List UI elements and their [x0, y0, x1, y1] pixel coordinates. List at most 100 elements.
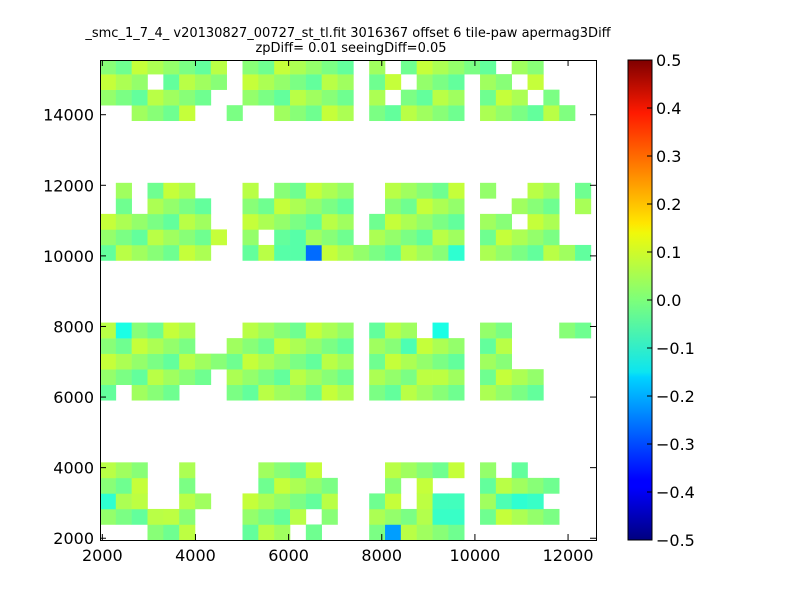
- heatmap-cell: [210, 60, 227, 75]
- heatmap-cell: [495, 338, 512, 354]
- heatmap-cell: [258, 508, 275, 525]
- heatmap-cell: [559, 244, 576, 261]
- heatmap-cell: [290, 462, 307, 479]
- heatmap-cell: [416, 508, 433, 525]
- heatmap-cell: [305, 182, 322, 199]
- heatmap-cell: [543, 89, 560, 106]
- x-tick-label: 4000: [175, 546, 216, 565]
- heatmap-cell: [163, 338, 180, 354]
- heatmap-cell: [448, 213, 465, 230]
- heatmap-cell: [480, 213, 497, 230]
- heatmap-cell: [400, 244, 417, 261]
- heatmap-cell: [163, 229, 180, 246]
- heatmap-cell: [543, 182, 560, 199]
- heatmap-cell: [321, 322, 338, 339]
- heatmap-cell: [290, 89, 307, 106]
- heatmap-cell: [448, 493, 465, 510]
- heatmap-cell: [274, 462, 291, 479]
- heatmap-cell: [385, 353, 402, 370]
- heatmap-cell: [400, 462, 417, 479]
- heatmap-cell: [495, 493, 512, 510]
- heatmap-cell: [100, 493, 117, 510]
- heatmap-cell: [226, 105, 243, 122]
- heatmap-cell: [131, 493, 148, 510]
- heatmap-cell: [416, 353, 433, 370]
- heatmap-cell: [147, 338, 164, 354]
- heatmap-cell: [274, 353, 291, 370]
- heatmap-cell: [400, 508, 417, 525]
- heatmap-cell: [290, 213, 307, 230]
- heatmap-cell: [242, 213, 259, 230]
- heatmap-cell: [163, 198, 180, 215]
- heatmap-cell: [131, 105, 148, 122]
- heatmap-cell: [147, 524, 164, 541]
- heatmap-cell: [432, 462, 449, 479]
- heatmap-cell: [448, 198, 465, 215]
- heatmap-cell: [321, 244, 338, 261]
- heatmap-cell: [543, 229, 560, 246]
- heatmap-cell: [115, 89, 132, 106]
- heatmap-cell: [369, 244, 386, 261]
- heatmap-cell: [305, 524, 322, 541]
- heatmap-cell: [242, 244, 259, 261]
- colorbar-tick-label: −0.4: [656, 483, 695, 502]
- heatmap-cell: [274, 322, 291, 339]
- heatmap-cell: [369, 74, 386, 90]
- heatmap-cell: [416, 198, 433, 215]
- heatmap-cell: [385, 182, 402, 199]
- heatmap-cell: [100, 462, 117, 479]
- x-axis: 2000 4000 6000 8000 10000 12000: [82, 60, 594, 565]
- heatmap-cell: [527, 60, 544, 75]
- heatmap-cell: [337, 338, 354, 354]
- heatmap-cell: [337, 74, 354, 90]
- heatmap-cell: [115, 182, 132, 199]
- heatmap-cell: [147, 508, 164, 525]
- heatmap-cell: [147, 369, 164, 386]
- heatmap-cell: [210, 229, 227, 246]
- heatmap-cell: [400, 338, 417, 354]
- heatmap-cell: [511, 244, 528, 261]
- heatmap-cell: [337, 353, 354, 370]
- heatmap-cell: [416, 369, 433, 386]
- heatmap-cell: [163, 182, 180, 199]
- heatmap-cell: [400, 322, 417, 339]
- heatmap-cell: [385, 105, 402, 122]
- heatmap-cell: [527, 74, 544, 90]
- heatmap-cell: [432, 353, 449, 370]
- heatmap-cell: [258, 524, 275, 541]
- heatmap-cell: [290, 182, 307, 199]
- heatmap-cell: [321, 105, 338, 122]
- heatmap-cell: [369, 369, 386, 386]
- heatmap-cell: [147, 229, 164, 246]
- heatmap-cell: [337, 229, 354, 246]
- heatmap-cell: [131, 384, 148, 401]
- heatmap-cell: [400, 524, 417, 541]
- heatmap-cell: [495, 322, 512, 339]
- heatmap-cell: [115, 198, 132, 215]
- heatmap-cell: [337, 213, 354, 230]
- heatmap-cell: [179, 477, 196, 494]
- heatmap-cell: [226, 369, 243, 386]
- heatmap-cell: [258, 322, 275, 339]
- heatmap-cell: [480, 493, 497, 510]
- heatmap-cell: [131, 213, 148, 230]
- heatmap-cell: [290, 244, 307, 261]
- heatmap-cell: [195, 229, 212, 246]
- heatmap-cell: [511, 477, 528, 494]
- heatmap-cell: [163, 60, 180, 75]
- heatmap-cell: [511, 229, 528, 246]
- colorbar-tick-label: 0.4: [656, 99, 681, 118]
- heatmap-cell: [480, 369, 497, 386]
- heatmap-cell: [448, 229, 465, 246]
- heatmap-cell: [258, 213, 275, 230]
- heatmap-cell: [369, 213, 386, 230]
- x-tick-label: 10000: [449, 546, 500, 565]
- heatmap-cell: [543, 244, 560, 261]
- heatmap-cell: [131, 369, 148, 386]
- heatmap-cell: [416, 229, 433, 246]
- heatmap-cell: [195, 493, 212, 510]
- heatmap-cell: [321, 229, 338, 246]
- heatmap-cell: [100, 229, 117, 246]
- heatmap-cell: [242, 338, 259, 354]
- heatmap-cell: [115, 213, 132, 230]
